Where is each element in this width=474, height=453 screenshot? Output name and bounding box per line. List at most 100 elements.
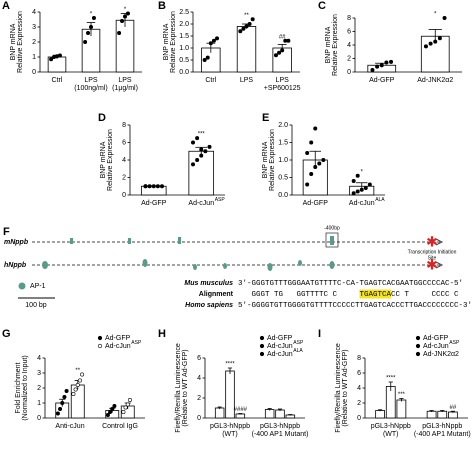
bar	[385, 386, 396, 419]
significance: ##	[450, 405, 457, 411]
panel-letter: F	[3, 226, 10, 238]
data-point	[238, 29, 243, 34]
y-axis-label: BNP mRNA	[163, 23, 170, 60]
y-tick-label: 2	[357, 400, 361, 407]
legend-label: Ad-cJun	[105, 343, 131, 350]
data-point	[147, 184, 152, 189]
y-axis-label: BNP mRNA	[325, 26, 332, 63]
y-axis-label: BNP mRNA	[262, 141, 269, 178]
y-tick-label: 2.0	[179, 21, 189, 28]
data-point	[202, 57, 207, 62]
data-point	[317, 161, 322, 166]
y-tick-label: 1.5	[179, 33, 189, 40]
tss-star: ✱	[426, 234, 438, 250]
data-point	[121, 409, 126, 414]
significance: ***	[398, 392, 406, 398]
data-point	[437, 36, 442, 41]
alignment-motif: TGAGTCA	[360, 291, 392, 299]
y-tick-label: 1.5	[278, 139, 288, 146]
data-point	[62, 394, 67, 399]
y-tick-label: 4	[347, 42, 351, 49]
superscript: ALA	[293, 348, 303, 354]
data-point	[151, 184, 156, 189]
data-point	[384, 60, 389, 65]
data-point	[191, 140, 196, 145]
alignment-part: GGGT TG GGTTTTC C	[238, 291, 360, 299]
x-tick-label: +SP600125	[264, 85, 301, 92]
data-point	[77, 378, 82, 383]
legend-marker	[18, 282, 26, 290]
data-point	[355, 189, 360, 194]
species-label: Mus musculus	[184, 280, 233, 287]
superscript: ASP	[131, 340, 142, 346]
y-tick-label: 0.5	[179, 57, 189, 64]
x-tick-label: (100ng/ml)	[74, 85, 107, 92]
y-tick-label: 3	[32, 24, 36, 31]
x-tick-label: (1μg/ml)	[112, 85, 138, 92]
data-point	[277, 50, 282, 55]
panel-letter: E	[262, 112, 269, 124]
bar	[426, 410, 437, 419]
panel-letter: A	[2, 0, 10, 12]
bar	[375, 410, 385, 419]
y-axis-label: BNP mRNA	[100, 141, 107, 178]
y-tick-label: 2	[347, 55, 351, 62]
motif-highlight	[359, 289, 392, 299]
bar	[70, 384, 85, 419]
gene-label: hNppb	[4, 262, 27, 269]
data-point	[120, 18, 125, 23]
superscript: ASP	[449, 340, 460, 346]
legend-marker	[97, 343, 103, 349]
x-tick-label: LPS	[118, 77, 132, 84]
significance: *	[434, 12, 437, 18]
y-tick-label: 0.0	[179, 69, 189, 76]
legend-label: AP-1	[30, 283, 46, 290]
x-tick-label: Ad-GFP	[369, 77, 395, 84]
x-tick-label: Ad-cJun	[349, 200, 375, 207]
legend-marker	[259, 343, 265, 349]
data-point	[359, 187, 364, 192]
data-point	[433, 39, 438, 44]
x-tick-label: Ad-GFP	[303, 200, 329, 207]
data-point	[117, 30, 122, 35]
data-point	[203, 149, 208, 154]
data-point	[110, 406, 115, 411]
data-point	[105, 412, 110, 417]
x-tick-label: LPS	[240, 77, 254, 84]
arrow	[435, 261, 444, 269]
data-point	[208, 41, 213, 46]
bar	[437, 410, 448, 419]
data-point	[199, 147, 204, 152]
y-tick-label: 2	[32, 39, 36, 46]
significance: ##	[279, 34, 286, 40]
y-tick-label: 6	[197, 355, 201, 362]
significance: *	[90, 12, 93, 18]
data-point	[305, 182, 310, 187]
data-point	[75, 382, 80, 387]
ap1-sites	[42, 236, 335, 271]
y-tick-label: 2	[122, 174, 126, 181]
data-point	[428, 41, 433, 46]
x-tick-label: Ad-GFP	[141, 200, 167, 207]
y-tick-label: 8	[122, 122, 126, 129]
alignment: GGGT TG GGTTTTC C TGAGTCACC T CCCC C	[238, 291, 459, 299]
panel-letter: G	[2, 328, 11, 340]
bar	[236, 25, 257, 73]
y-axis-label: Relative Expression	[332, 14, 339, 76]
x-tick-label: Ad-JNK2α2	[417, 77, 453, 84]
y-tick-label: 6	[347, 28, 351, 35]
y-tick-label: 0.5	[278, 174, 288, 181]
x-tick-label: pGL3-hNppb	[260, 423, 300, 430]
data-point	[143, 184, 148, 189]
legend-marker	[415, 351, 421, 357]
data-point	[123, 405, 128, 410]
panel-letter: B	[158, 0, 166, 12]
x-tick-label: (-400 AP1 Mutant)	[252, 431, 309, 438]
highlight-box	[325, 232, 339, 248]
x-tick-label: Anti-cJun	[55, 423, 84, 430]
y-tick-label: 1.0	[278, 157, 288, 164]
bar	[448, 411, 458, 419]
data-point	[379, 63, 384, 68]
data-point	[127, 397, 132, 402]
